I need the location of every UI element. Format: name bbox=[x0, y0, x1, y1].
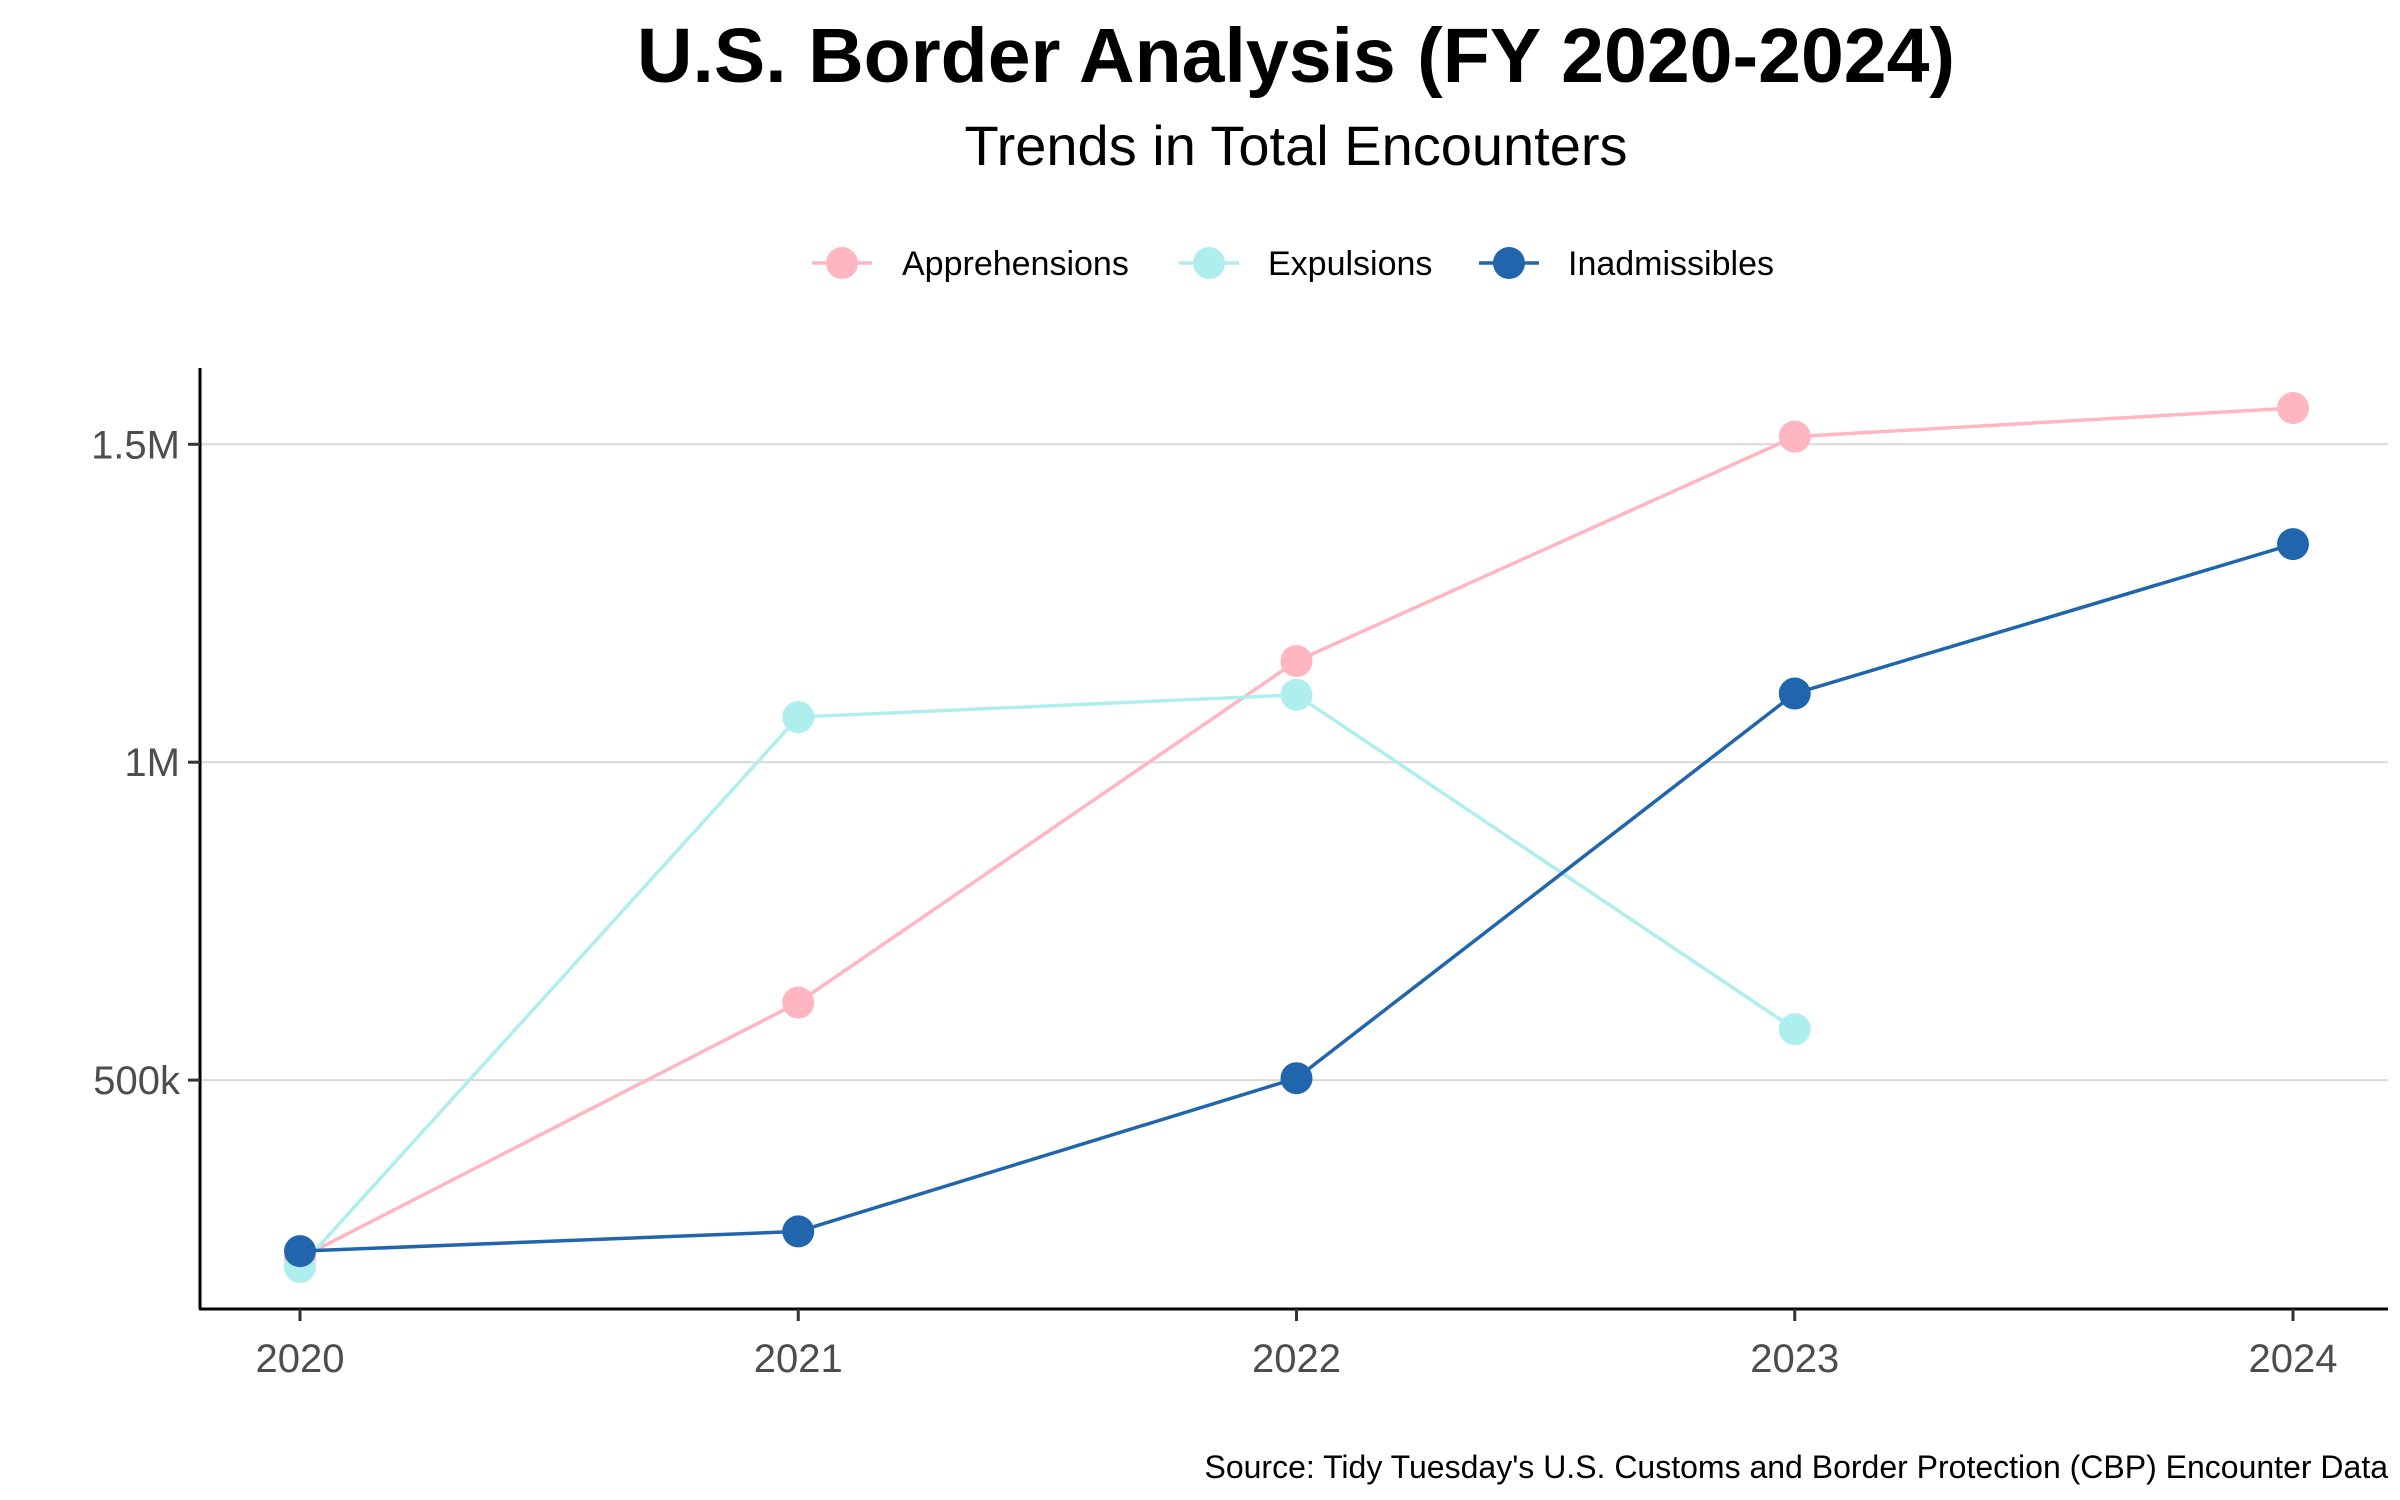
data-point-inadmissibles bbox=[2277, 528, 2309, 561]
data-point-expulsions bbox=[1778, 1013, 1811, 1046]
series-line-apprehensions bbox=[299, 406, 2294, 1260]
data-point-expulsions bbox=[782, 701, 815, 734]
x-tick-label: 2022 bbox=[1252, 1337, 1341, 1381]
series-line-expulsions bbox=[298, 693, 1796, 1269]
data-point-apprehensions bbox=[1778, 420, 1811, 453]
legend-item-apprehensions: Apprehensions bbox=[812, 245, 1129, 283]
chart-subtitle: Trends in Total Encounters bbox=[964, 114, 1627, 177]
legend-label: Inadmissibles bbox=[1568, 245, 1774, 283]
series-points bbox=[284, 392, 2309, 1284]
chart-caption: Source: Tidy Tuesday's U.S. Customs and … bbox=[1204, 1449, 2388, 1485]
y-tick-label: 500k bbox=[93, 1059, 181, 1103]
gridlines bbox=[200, 443, 2388, 1082]
y-tick-label: 1M bbox=[124, 741, 180, 785]
data-point-inadmissibles bbox=[284, 1235, 316, 1268]
data-point-inadmissibles bbox=[782, 1215, 815, 1248]
x-tick-label: 2024 bbox=[2249, 1337, 2338, 1381]
y-tick-label: 1.5M bbox=[91, 423, 180, 467]
data-point-inadmissibles bbox=[1280, 1062, 1313, 1095]
legend-item-expulsions: Expulsions bbox=[1179, 245, 1432, 283]
x-axis-ticks: 2020 2021 2022 2023 2024 bbox=[256, 1309, 2338, 1381]
legend-label: Expulsions bbox=[1268, 245, 1432, 283]
series-lines bbox=[298, 406, 2294, 1269]
data-point-inadmissibles bbox=[1778, 677, 1811, 710]
legend-key-point bbox=[1493, 247, 1525, 279]
x-tick-label: 2021 bbox=[754, 1337, 843, 1381]
legend: Apprehensions Expulsions Inadmissibles bbox=[812, 245, 1774, 283]
data-point-apprehensions bbox=[782, 986, 815, 1019]
y-axis-ticks: 500k 1M 1.5M bbox=[91, 423, 200, 1103]
legend-key-point bbox=[826, 247, 858, 279]
legend-key-point bbox=[1193, 247, 1225, 279]
legend-item-inadmissibles: Inadmissibles bbox=[1479, 245, 1774, 283]
x-tick-label: 2023 bbox=[1750, 1337, 1839, 1381]
data-point-apprehensions bbox=[2277, 392, 2309, 425]
legend-label: Apprehensions bbox=[902, 245, 1129, 283]
data-point-expulsions bbox=[1280, 678, 1313, 711]
x-tick-label: 2020 bbox=[256, 1337, 345, 1381]
chart-title: U.S. Border Analysis (FY 2020-2024) bbox=[637, 13, 1955, 99]
data-point-apprehensions bbox=[1280, 645, 1313, 678]
